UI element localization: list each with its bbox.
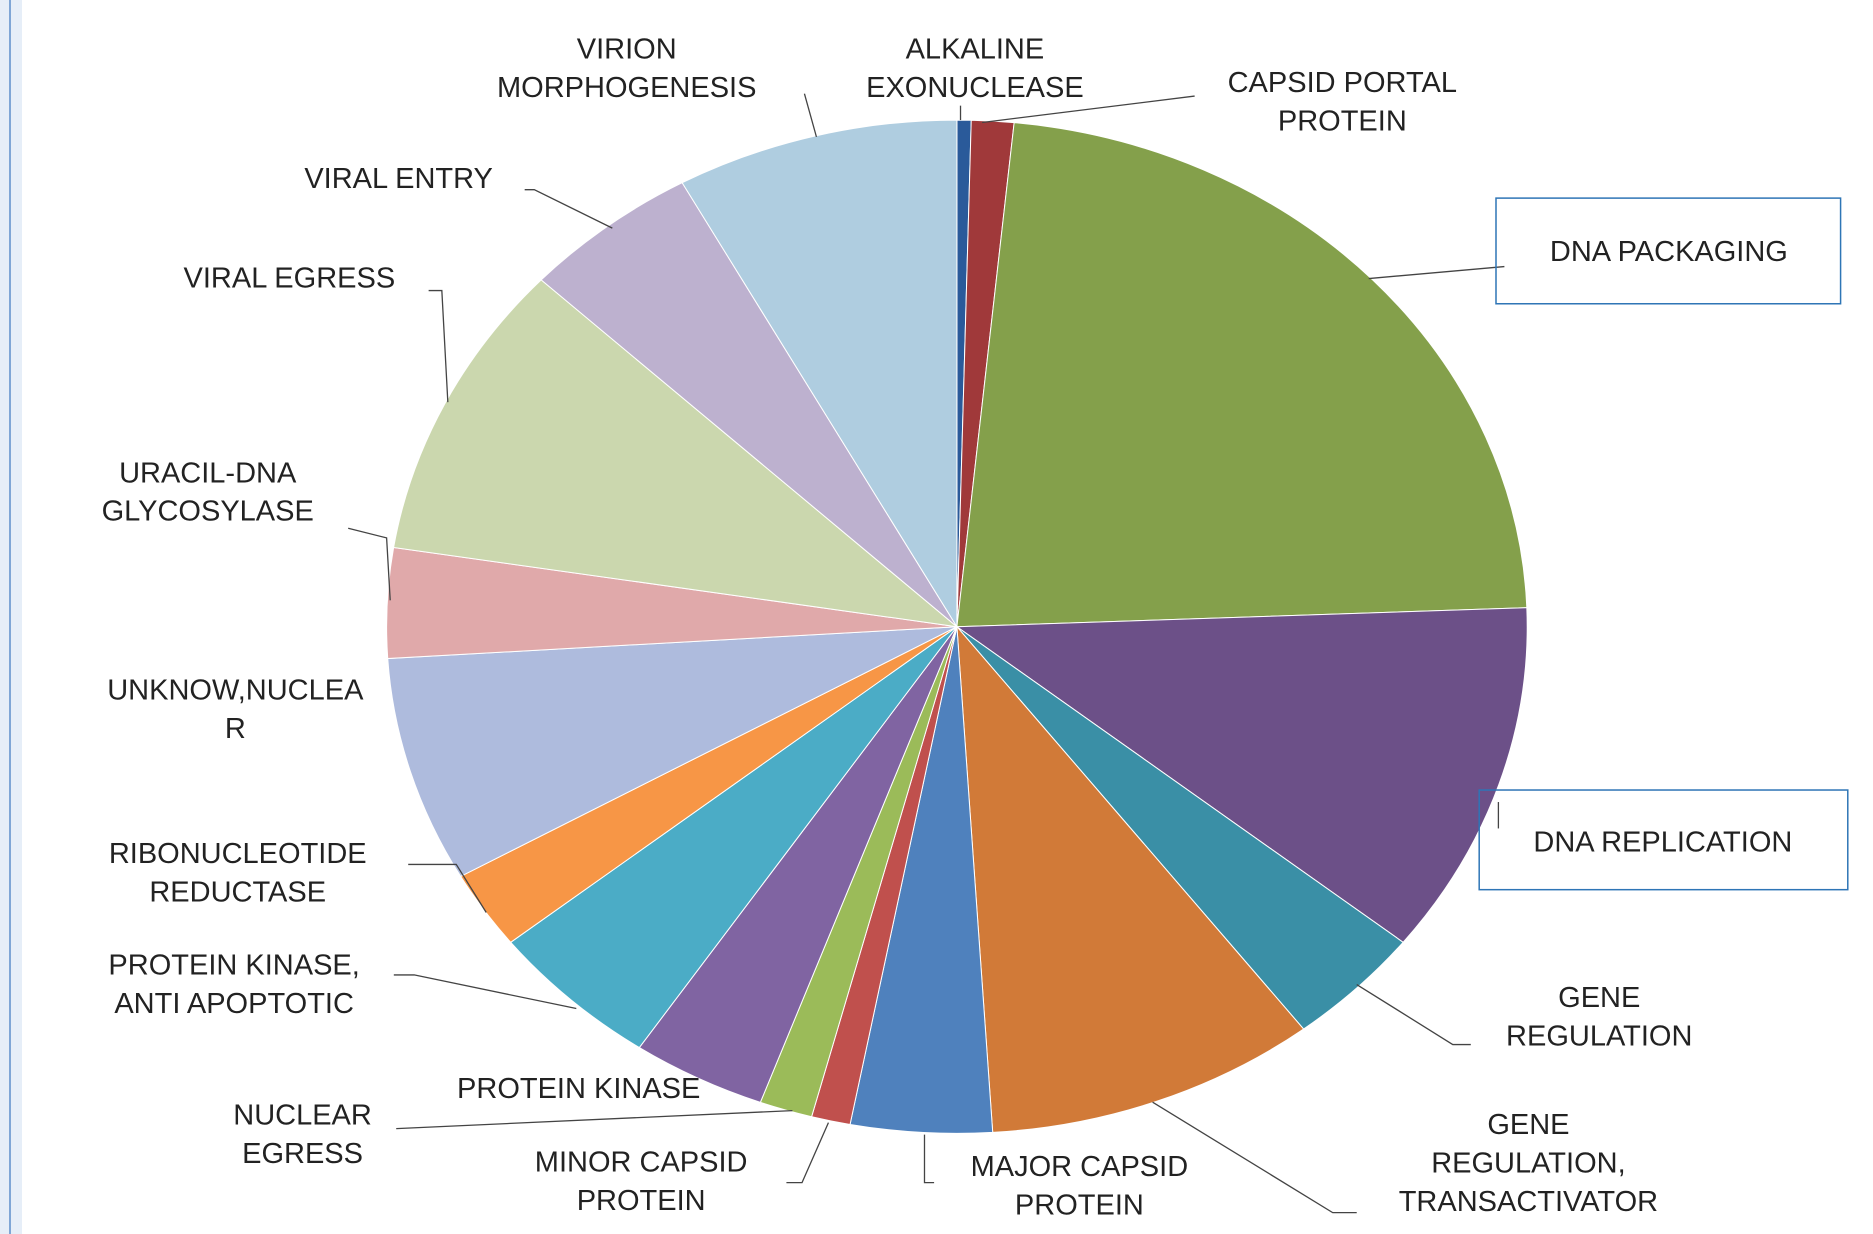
leader-line [1356, 983, 1471, 1046]
pie-slice [509, 626, 958, 1049]
slice-label: DNA PACKAGING [1550, 236, 1788, 268]
slice-label: URACIL-DNA GLYCOSYLASE [102, 457, 314, 527]
slice-label: PROTEIN KINASE, ANTI APOPTOTIC [108, 949, 359, 1019]
pie-slice [681, 119, 958, 629]
leader-line [982, 95, 1195, 124]
slice-label: DNA REPLICATION [1533, 827, 1792, 859]
leader-line [1368, 265, 1505, 280]
label-box [1478, 789, 1849, 891]
slice-label: MINOR CAPSID PROTEIN [535, 1146, 748, 1216]
pie-slice [393, 279, 959, 628]
pie-slice [956, 122, 1528, 628]
leader-line [524, 189, 613, 229]
slice-label: RIBONUCLEOTIDE REDUCTASE [109, 838, 367, 908]
leader-line [348, 527, 391, 601]
leader-line [393, 974, 577, 1010]
slice-label: ALKALINE EXONUCLEASE [866, 33, 1084, 103]
leader-line [408, 863, 487, 913]
leader-line [1152, 1101, 1357, 1214]
leader-line [803, 93, 818, 138]
slice-label: VIRION MORPHOGENESIS [497, 33, 756, 103]
slice-label: MAJOR CAPSID PROTEIN [971, 1151, 1189, 1221]
slice-label: VIRAL EGRESS [184, 262, 396, 294]
pie-slice [956, 625, 1305, 1133]
slice-label: VIRAL ENTRY [304, 163, 493, 195]
leader-line [396, 1109, 793, 1130]
slice-label: UNKNOW,NUCLEA R [107, 674, 364, 744]
label-box [1495, 197, 1842, 305]
slice-label: CAPSID PORTAL PROTEIN [1228, 67, 1457, 137]
labels: ALKALINE EXONUCLEASE CAPSID PORTAL PROTEIN D… [102, 33, 1849, 1221]
pie-slice [955, 607, 1528, 943]
leader-line [786, 1122, 830, 1184]
slice-label: PROTEIN KINASE [457, 1073, 700, 1105]
slice-label: GENE REGULATION, TRANSACTIVATOR [1399, 1109, 1658, 1218]
leader-line [428, 289, 449, 403]
leader-line [923, 1134, 935, 1184]
pie [386, 119, 1528, 1134]
slice-label: GENE REGULATION [1506, 982, 1692, 1052]
slice-label: NUCLEAR EGRESS [233, 1099, 372, 1169]
pie-slice [387, 626, 958, 878]
